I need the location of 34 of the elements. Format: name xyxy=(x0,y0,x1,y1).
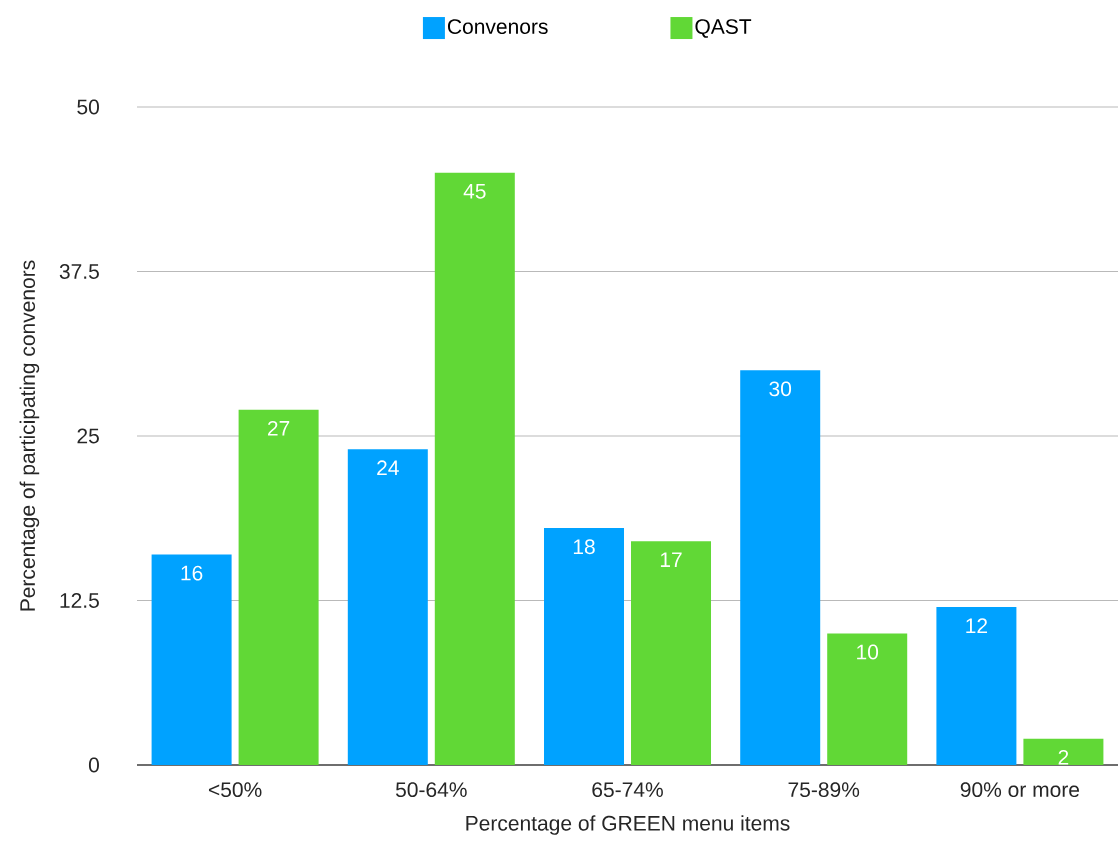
y-axis-title: Percentage of participating convenors xyxy=(19,260,40,611)
x-tick-label: <50% xyxy=(208,782,262,798)
data-label: 2 xyxy=(1058,749,1069,765)
x-axis-title: Percentage of GREEN menu items xyxy=(466,815,790,835)
bar xyxy=(936,607,1017,765)
bar xyxy=(434,172,515,765)
data-label: 16 xyxy=(181,565,203,581)
bar xyxy=(1023,738,1104,765)
y-tick-label: 37.5 xyxy=(59,264,99,279)
y-tick-label: 12.5 xyxy=(60,593,99,608)
bar xyxy=(827,633,908,765)
bar xyxy=(347,449,428,765)
data-label: 18 xyxy=(573,539,595,555)
bar xyxy=(151,554,232,765)
x-tick-label: 65-74% xyxy=(592,782,663,798)
bar xyxy=(238,409,319,765)
legend-label: QAST xyxy=(695,19,752,38)
data-label: 24 xyxy=(377,460,399,476)
x-tick-label: 75-89% xyxy=(788,782,860,798)
y-tick-label: 50 xyxy=(77,99,99,115)
x-tick-label: 50-64% xyxy=(395,782,467,798)
data-label: 12 xyxy=(966,618,988,633)
y-tick-label: 0 xyxy=(88,757,99,773)
data-label: 30 xyxy=(769,381,792,397)
legend-label: Convenors xyxy=(447,19,548,34)
data-label: 10 xyxy=(857,644,879,660)
bar xyxy=(631,541,711,765)
data-label: 17 xyxy=(660,552,682,567)
y-tick-label: 25 xyxy=(77,428,99,444)
data-label: 45 xyxy=(463,183,486,199)
data-label: 27 xyxy=(267,420,290,436)
bar xyxy=(544,528,624,765)
bar xyxy=(740,370,821,765)
x-tick-label: 90% or more xyxy=(960,782,1080,798)
